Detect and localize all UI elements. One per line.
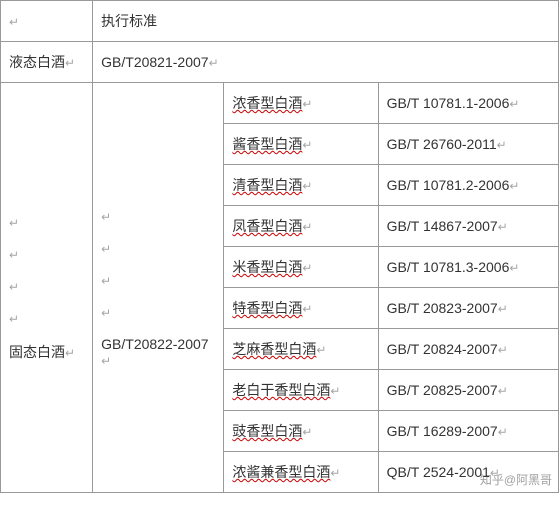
- subtype-std-cell: GB/T 14867-2007↵: [378, 206, 558, 247]
- enter-mark-icon: ↵: [101, 274, 111, 288]
- enter-mark-icon: ↵: [509, 179, 519, 193]
- solid-standard-cell: ↵ ↵ ↵ ↵ GB/T20822-2007 ↵: [93, 83, 224, 493]
- subtype-name: 老白干香型白酒: [232, 382, 330, 398]
- enter-mark-icon: ↵: [9, 216, 19, 230]
- subtype-std: GB/T 10781.3-2006: [387, 259, 510, 275]
- solid-standard: GB/T20822-2007: [101, 336, 208, 352]
- subtype-name-cell: 老白干香型白酒↵: [224, 370, 378, 411]
- subtype-name-cell: 浓酱兼香型白酒↵: [224, 452, 378, 493]
- subtype-name-cell: 芝麻香型白酒↵: [224, 329, 378, 370]
- enter-mark-icon: ↵: [101, 242, 111, 256]
- standards-table-container: ↵ 执行标准 液态白酒↵ GB/T20821-2007↵ ↵ ↵ ↵ ↵ 固态白…: [0, 0, 559, 493]
- enter-mark-icon: ↵: [509, 97, 519, 111]
- subtype-name: 凤香型白酒: [232, 218, 302, 234]
- table-row: 液态白酒↵ GB/T20821-2007↵: [1, 42, 559, 83]
- subtype-std: GB/T 20823-2007: [387, 300, 498, 316]
- enter-mark-icon: ↵: [9, 280, 19, 294]
- enter-mark-icon: ↵: [302, 179, 312, 193]
- subtype-name: 豉香型白酒: [232, 423, 302, 439]
- subtype-std-cell: GB/T 10781.1-2006↵: [378, 83, 558, 124]
- enter-mark-icon: ↵: [330, 384, 340, 398]
- liquid-label: 液态白酒: [9, 54, 65, 70]
- subtype-name-cell: 米香型白酒↵: [224, 247, 378, 288]
- liquid-standard: GB/T20821-2007: [101, 54, 208, 70]
- subtype-std: GB/T 16289-2007: [387, 423, 498, 439]
- enter-mark-icon: ↵: [302, 261, 312, 275]
- subtype-std-cell: GB/T 10781.2-2006↵: [378, 165, 558, 206]
- subtype-std: GB/T 10781.1-2006: [387, 95, 510, 111]
- subtype-name: 酱香型白酒: [232, 136, 302, 152]
- table-row: ↵ ↵ ↵ ↵ 固态白酒↵ ↵ ↵ ↵ ↵ GB/T20822-2007↵ 浓香…: [1, 83, 559, 124]
- subtype-std-cell: QB/T 2524-2001↵ 知乎@阿黑哥: [378, 452, 558, 493]
- subtype-name: 芝麻香型白酒: [232, 341, 316, 357]
- enter-mark-icon: ↵: [101, 306, 111, 320]
- enter-mark-icon: ↵: [302, 138, 312, 152]
- header-standard-label: 执行标准: [101, 13, 157, 29]
- enter-mark-icon: ↵: [65, 56, 75, 70]
- enter-mark-icon: ↵: [9, 15, 19, 29]
- subtype-std: GB/T 10781.2-2006: [387, 177, 510, 193]
- enter-mark-icon: ↵: [316, 343, 326, 357]
- subtype-name: 浓酱兼香型白酒: [232, 464, 330, 480]
- subtype-std: QB/T 2524-2001: [387, 464, 490, 480]
- subtype-std: GB/T 26760-2011: [387, 136, 497, 152]
- subtype-name-cell: 清香型白酒↵: [224, 165, 378, 206]
- subtype-std-cell: GB/T 16289-2007↵: [378, 411, 558, 452]
- subtype-std: GB/T 20824-2007: [387, 341, 498, 357]
- liquid-label-cell: 液态白酒↵: [1, 42, 93, 83]
- enter-mark-icon: ↵: [9, 312, 19, 326]
- enter-mark-icon: ↵: [302, 97, 312, 111]
- enter-mark-icon: ↵: [65, 346, 75, 360]
- subtype-name: 特香型白酒: [232, 300, 302, 316]
- enter-mark-icon: ↵: [101, 210, 111, 224]
- subtype-std-cell: GB/T 20825-2007↵: [378, 370, 558, 411]
- header-standard-cell: 执行标准: [93, 1, 559, 42]
- enter-mark-icon: ↵: [101, 354, 111, 368]
- enter-mark-icon: ↵: [302, 220, 312, 234]
- liquid-standard-cell: GB/T20821-2007↵: [93, 42, 559, 83]
- enter-mark-icon: ↵: [330, 466, 340, 480]
- enter-mark-icon: ↵: [209, 56, 219, 70]
- subtype-std-cell: GB/T 20824-2007↵: [378, 329, 558, 370]
- subtype-name: 米香型白酒: [232, 259, 302, 275]
- enter-mark-icon: ↵: [302, 425, 312, 439]
- subtype-std-cell: GB/T 10781.3-2006↵: [378, 247, 558, 288]
- enter-mark-icon: ↵: [498, 302, 508, 316]
- subtype-name-cell: 酱香型白酒↵: [224, 124, 378, 165]
- subtype-name: 浓香型白酒: [232, 95, 302, 111]
- solid-label: 固态白酒: [9, 344, 65, 360]
- subtype-name: 清香型白酒: [232, 177, 302, 193]
- enter-mark-icon: ↵: [498, 343, 508, 357]
- subtype-name-cell: 浓香型白酒↵: [224, 83, 378, 124]
- enter-mark-icon: ↵: [302, 302, 312, 316]
- header-blank-cell: ↵: [1, 1, 93, 42]
- subtype-name-cell: 豉香型白酒↵: [224, 411, 378, 452]
- enter-mark-icon: ↵: [497, 138, 507, 152]
- subtype-std: GB/T 20825-2007: [387, 382, 498, 398]
- enter-mark-icon: ↵: [498, 384, 508, 398]
- table-row: ↵ 执行标准: [1, 1, 559, 42]
- enter-mark-icon: ↵: [9, 248, 19, 262]
- enter-mark-icon: ↵: [509, 261, 519, 275]
- enter-mark-icon: ↵: [498, 425, 508, 439]
- subtype-name-cell: 凤香型白酒↵: [224, 206, 378, 247]
- subtype-std-cell: GB/T 26760-2011↵: [378, 124, 558, 165]
- standards-table: ↵ 执行标准 液态白酒↵ GB/T20821-2007↵ ↵ ↵ ↵ ↵ 固态白…: [0, 0, 559, 493]
- solid-label-cell: ↵ ↵ ↵ ↵ 固态白酒↵: [1, 83, 93, 493]
- enter-mark-icon: ↵: [498, 220, 508, 234]
- subtype-name-cell: 特香型白酒↵: [224, 288, 378, 329]
- subtype-std: GB/T 14867-2007: [387, 218, 498, 234]
- subtype-std-cell: GB/T 20823-2007↵: [378, 288, 558, 329]
- enter-mark-icon: ↵: [490, 466, 500, 480]
